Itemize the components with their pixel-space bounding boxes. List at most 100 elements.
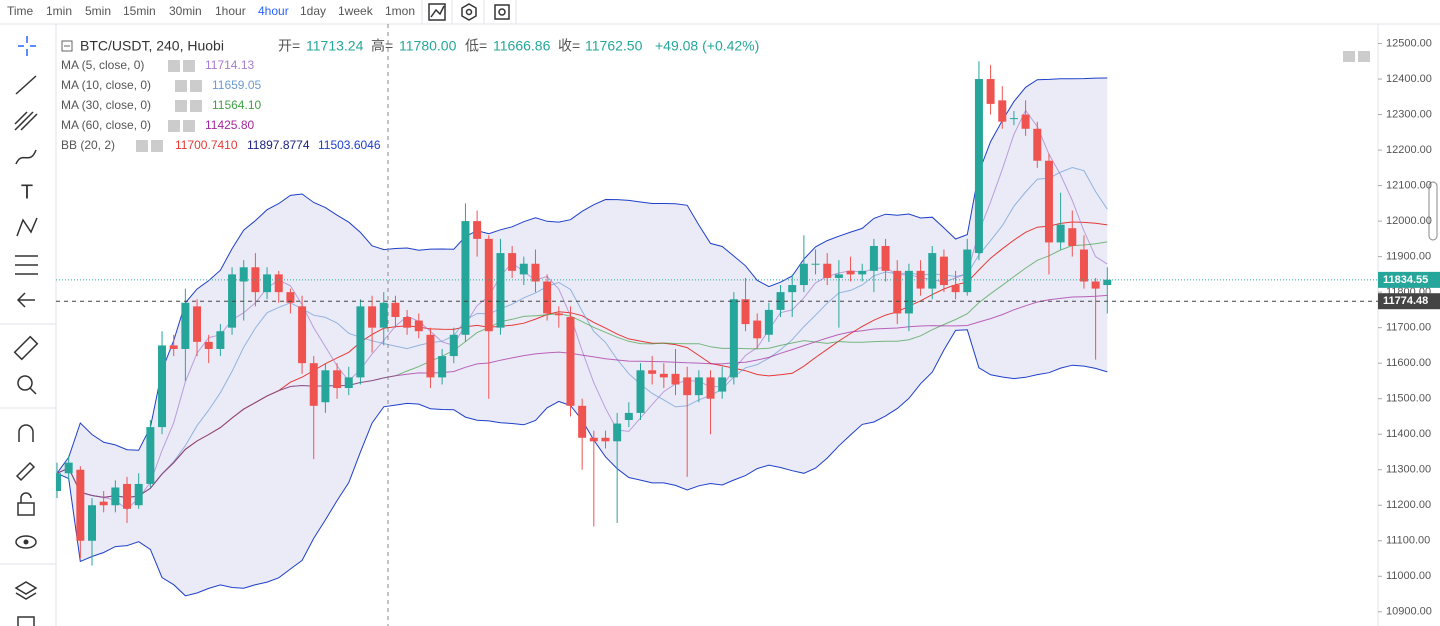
timeframe-button[interactable]: 15min xyxy=(123,4,156,18)
candle-body xyxy=(403,317,412,328)
candle-body xyxy=(543,281,552,314)
y-tick-label: 12300.00 xyxy=(1386,108,1432,120)
candle-body xyxy=(309,363,318,406)
candle-body xyxy=(368,306,377,328)
indicator-value: 11425.80 xyxy=(205,118,254,132)
candle-body xyxy=(788,285,797,293)
y-tick-label: 11900.00 xyxy=(1386,251,1431,263)
indicator-settings[interactable] xyxy=(175,80,187,92)
candle-body xyxy=(706,377,715,399)
indicator-value: 11503.6046 xyxy=(318,138,381,152)
timeframe-button[interactable]: 1day xyxy=(300,4,326,18)
ohlc-label: 高= xyxy=(371,38,393,54)
candle-body xyxy=(741,299,750,325)
timeframe-button[interactable]: 5min xyxy=(85,4,111,18)
bb-upper xyxy=(56,77,1108,474)
legend-button[interactable] xyxy=(1343,51,1355,62)
indicator-value: 11700.7410 xyxy=(175,138,238,152)
collapse-icon[interactable] xyxy=(61,40,73,52)
candle-body xyxy=(694,377,703,396)
candle-body xyxy=(834,274,843,278)
candle-body xyxy=(1103,279,1112,286)
y-tick-label: 11400.00 xyxy=(1386,428,1431,440)
scroll-handle[interactable] xyxy=(1428,181,1438,241)
candle-body xyxy=(123,483,132,509)
candle-body xyxy=(181,302,190,349)
legend-button[interactable] xyxy=(1358,51,1370,62)
y-tick-label: 11600.00 xyxy=(1386,357,1431,369)
candle-body xyxy=(963,249,972,293)
candle-body xyxy=(624,412,633,421)
y-tick-label: 11700.00 xyxy=(1386,322,1431,334)
candle-body xyxy=(589,437,598,442)
candle-body xyxy=(56,473,61,492)
svg-text:T: T xyxy=(21,181,33,203)
candle-body xyxy=(274,274,283,293)
toolbar-icons[interactable] xyxy=(421,0,517,24)
ohlc-value: 11762.50 xyxy=(585,38,643,54)
indicator-remove[interactable] xyxy=(190,100,202,112)
timeframe-button[interactable]: 1hour xyxy=(215,4,246,18)
candle-body xyxy=(239,267,248,282)
indicator-remove[interactable] xyxy=(190,80,202,92)
candle-body xyxy=(799,263,808,286)
indicator-name: MA (5, close, 0) xyxy=(61,58,144,72)
bb-fill xyxy=(57,78,1108,596)
y-tick-label: 12500.00 xyxy=(1386,37,1432,49)
indicator-settings[interactable] xyxy=(168,120,180,132)
candle-body xyxy=(601,437,610,442)
candle-body xyxy=(986,79,995,104)
left-tools[interactable]: T xyxy=(0,36,56,626)
timeframe-button[interactable]: 1week xyxy=(338,4,374,18)
y-tick-label: 11200.00 xyxy=(1386,499,1431,511)
candle-body xyxy=(998,100,1007,122)
timeframe-button[interactable]: 30min xyxy=(169,4,202,18)
indicator-settings[interactable] xyxy=(168,60,180,72)
candle-body xyxy=(298,306,307,364)
y-tick-label: 11100.00 xyxy=(1386,535,1430,547)
price-label: 11774.48 xyxy=(1383,295,1428,307)
candle-body xyxy=(764,309,773,335)
indicator-remove[interactable] xyxy=(183,60,195,72)
candle-body xyxy=(613,423,622,442)
ohlc-label: 收= xyxy=(558,38,580,54)
indicator-settings[interactable] xyxy=(136,140,148,152)
candle-body xyxy=(671,373,680,385)
y-tick-label: 11000.00 xyxy=(1386,570,1431,582)
candle-body xyxy=(1091,281,1100,289)
candle-body xyxy=(718,377,727,392)
candle-body xyxy=(286,292,295,303)
timeframe-button[interactable]: 4hour xyxy=(258,4,289,18)
candle-body xyxy=(1079,249,1088,282)
candle-body xyxy=(881,245,890,271)
candle-body xyxy=(484,238,493,332)
candle-body xyxy=(1068,228,1077,246)
candle-body xyxy=(146,427,155,484)
indicator-value: 11659.05 xyxy=(212,78,261,92)
candle-body xyxy=(578,405,587,438)
candle-body xyxy=(88,505,97,541)
candle-body xyxy=(251,267,260,293)
candle-body xyxy=(1056,224,1065,243)
indicator-settings[interactable] xyxy=(175,100,187,112)
indicator-remove[interactable] xyxy=(151,140,163,152)
indicator-remove[interactable] xyxy=(183,120,195,132)
indicator-name: MA (10, close, 0) xyxy=(61,78,151,92)
candle-body xyxy=(158,345,167,428)
symbol: BTC/USDT, 240, Huobi xyxy=(80,38,224,54)
candle-body xyxy=(438,356,447,378)
candle-body xyxy=(753,320,762,339)
timeframe-button[interactable]: 1mon xyxy=(385,4,415,18)
candle-body xyxy=(683,377,692,396)
candle-body xyxy=(1033,128,1042,161)
candle-body xyxy=(356,306,365,378)
timeframe-button[interactable]: Time xyxy=(7,4,34,18)
candle-body xyxy=(169,345,178,349)
candle-body xyxy=(216,331,225,349)
candle-body xyxy=(263,274,272,293)
ohlc-label: 开= xyxy=(278,38,300,54)
candle-body xyxy=(333,370,342,389)
candle-body xyxy=(648,370,657,374)
timeframe-button[interactable]: 1min xyxy=(46,4,72,18)
